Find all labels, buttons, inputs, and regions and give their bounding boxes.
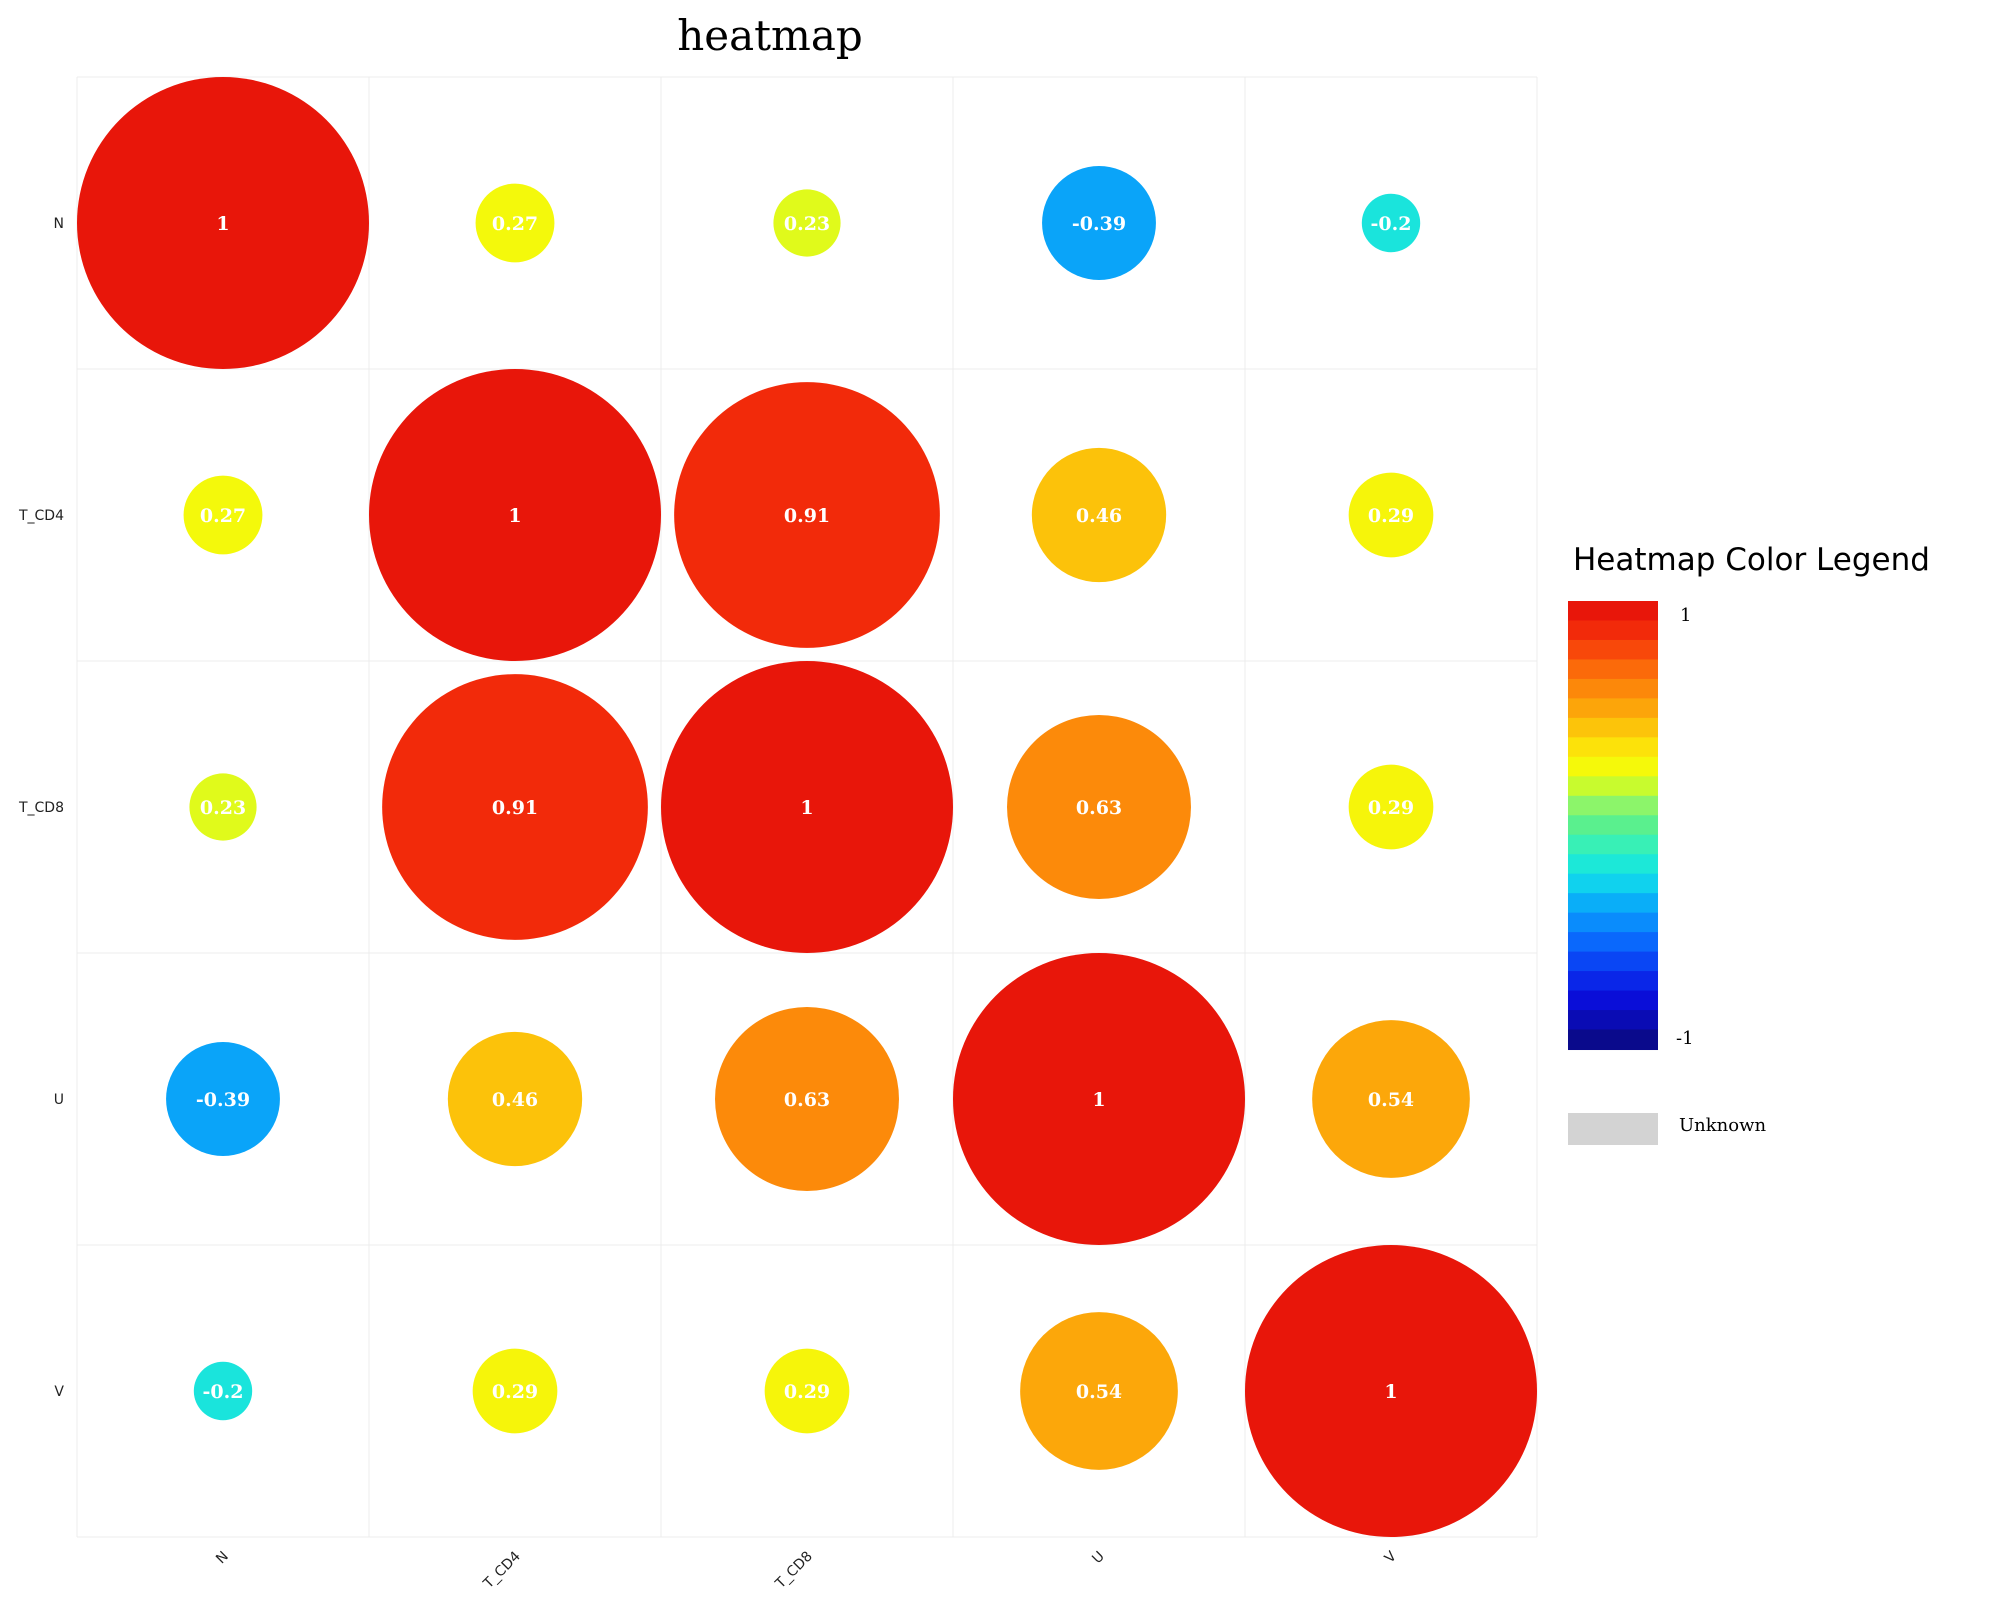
- legend-color-segment: [1568, 601, 1658, 622]
- legend-color-segment: [1568, 912, 1658, 934]
- heatmap-circle: [382, 674, 648, 940]
- column-label: T_CD8: [772, 1549, 816, 1593]
- cell-value-label: 0.29: [1368, 797, 1414, 819]
- heatmap-circle: [1042, 166, 1156, 280]
- heatmap-circle: [77, 77, 369, 369]
- heatmap-circle: [1348, 764, 1434, 850]
- legend-color-segment: [1568, 639, 1658, 661]
- heatmap-circle: [674, 382, 940, 648]
- row-label: T_CD8: [18, 800, 64, 816]
- heatmap-cells: 1 0.27 0.23 -0.39 -0.2 0.27 1 0.91 0.46 0.29 0.23 0…: [77, 77, 1537, 1537]
- legend-color-segment: [1568, 678, 1658, 700]
- heatmap-circle: [183, 475, 263, 555]
- legend-color-segment: [1568, 620, 1658, 641]
- legend-color-segment: [1568, 815, 1658, 836]
- heatmap-circle: [166, 1042, 280, 1156]
- row-labels: N T_CD4 T_CD8 U V: [18, 216, 64, 1400]
- heatmap-circle: [193, 1361, 253, 1421]
- legend-unknown-swatch: [1568, 1113, 1658, 1145]
- cell-value-label: -0.39: [1072, 213, 1126, 235]
- legend-color-segment: [1568, 776, 1658, 797]
- cell-value-label: 0.29: [784, 1381, 830, 1403]
- cell-value-label: 0.63: [784, 1089, 830, 1111]
- heatmap-circle: [1031, 447, 1167, 583]
- row-label: V: [54, 1384, 64, 1400]
- legend-color-segment: [1568, 756, 1658, 778]
- cell-value-label: 0.91: [784, 505, 830, 527]
- legend-color-segment: [1568, 854, 1658, 875]
- column-labels: N T_CD4 T_CD8 U V: [213, 1548, 1400, 1592]
- cell-value-label: 0.23: [784, 213, 830, 235]
- column-label: U: [1089, 1549, 1108, 1568]
- heatmap-circle: [1007, 715, 1191, 899]
- cell-value-label: 0.29: [1368, 505, 1414, 527]
- row-label: U: [54, 1092, 64, 1108]
- cell-value-label: 0.46: [492, 1089, 538, 1111]
- heatmap-circle: [1245, 1245, 1537, 1537]
- column-label: N: [213, 1549, 232, 1568]
- heatmap-circle: [475, 183, 555, 263]
- legend-color-segment: [1568, 990, 1658, 1012]
- heatmap-circle: [1020, 1312, 1178, 1470]
- cell-value-label: 1: [1092, 1089, 1105, 1111]
- legend-color-segment: [1568, 717, 1658, 739]
- cell-value-label: 0.23: [200, 797, 246, 819]
- legend-color-segment: [1568, 951, 1658, 973]
- heatmap-circle: [447, 1031, 583, 1167]
- heatmap-circle: [773, 189, 841, 257]
- cell-value-label: 0.63: [1076, 797, 1122, 819]
- cell-value-label: -0.2: [203, 1381, 244, 1403]
- legend-max-label: 1: [1680, 605, 1691, 626]
- heatmap-circle: [1348, 472, 1434, 558]
- cell-value-label: 0.54: [1076, 1381, 1122, 1403]
- cell-value-label: 1: [800, 797, 813, 819]
- legend-color-segment: [1568, 834, 1658, 856]
- cell-value-label: 0.54: [1368, 1089, 1414, 1111]
- cell-value-label: 1: [508, 505, 521, 527]
- cell-value-label: 1: [1384, 1381, 1397, 1403]
- legend-unknown-label: Unknown: [1679, 1115, 1767, 1136]
- cell-value-label: 0.27: [200, 505, 246, 527]
- heatmap-circle: [661, 661, 953, 953]
- legend-color-segment: [1568, 795, 1658, 817]
- cell-value-label: 0.46: [1076, 505, 1122, 527]
- legend-color-segment: [1568, 1029, 1658, 1051]
- heatmap-circle: [764, 1348, 850, 1434]
- cell-value-label: 0.91: [492, 797, 538, 819]
- cell-value-label: 1: [216, 213, 229, 235]
- column-label: T_CD4: [480, 1548, 524, 1592]
- legend-color-segment: [1568, 1010, 1658, 1031]
- heatmap-circle: [189, 773, 257, 841]
- legend-color-segment: [1568, 893, 1658, 914]
- legend-color-segment: [1568, 971, 1658, 992]
- row-label: T_CD4: [18, 508, 64, 524]
- cell-value-label: 0.27: [492, 213, 538, 235]
- cell-value-label: 0.29: [492, 1381, 538, 1403]
- legend-color-segment: [1568, 737, 1658, 758]
- legend-color-segment: [1568, 873, 1658, 895]
- legend-color-segment: [1568, 659, 1658, 680]
- heatmap-circle: [953, 953, 1245, 1245]
- column-label: V: [1382, 1548, 1400, 1566]
- legend-title: Heatmap Color Legend: [1573, 542, 1930, 578]
- cell-value-label: -0.2: [1371, 213, 1412, 235]
- legend: Heatmap Color Legend 1 -1 Unknown: [1568, 542, 1930, 1145]
- heatmap-circle: [369, 369, 661, 661]
- heatmap-circle: [472, 1348, 558, 1434]
- heatmap-circle: [1312, 1020, 1470, 1178]
- chart-title: heatmap: [677, 11, 863, 60]
- legend-color-bar: [1568, 601, 1658, 1051]
- legend-min-label: -1: [1676, 1028, 1694, 1049]
- legend-color-segment: [1568, 698, 1658, 719]
- row-label: N: [54, 216, 64, 232]
- legend-color-segment: [1568, 932, 1658, 953]
- cell-value-label: -0.39: [196, 1089, 250, 1111]
- heatmap-circle: [715, 1007, 899, 1191]
- heatmap-circle: [1361, 193, 1421, 253]
